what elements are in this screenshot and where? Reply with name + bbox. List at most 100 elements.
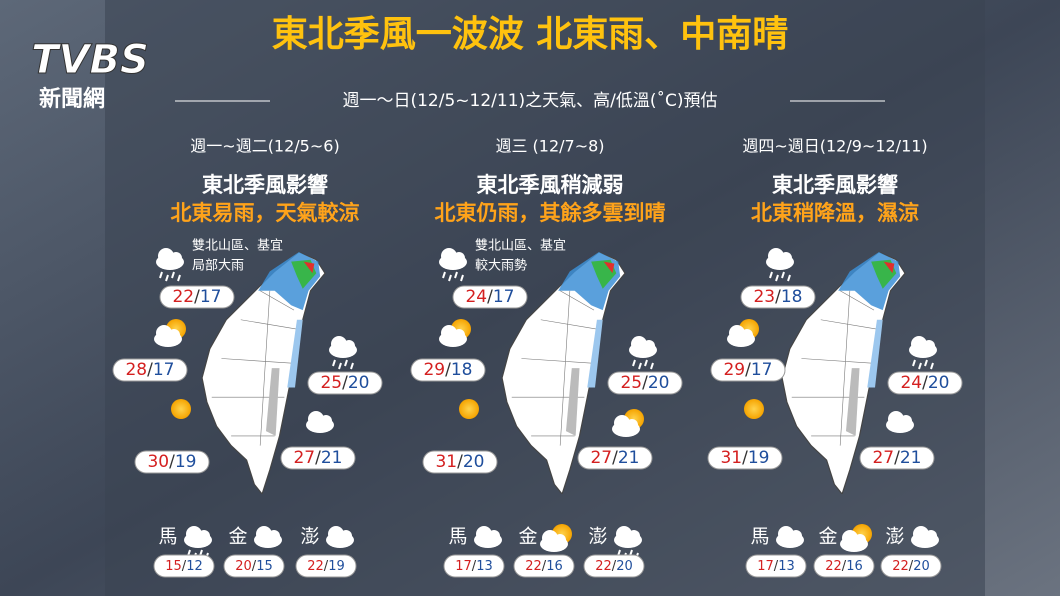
weather-icon xyxy=(154,319,186,347)
temp-box xyxy=(153,554,215,578)
weather-icon xyxy=(744,399,764,419)
panel-heading: 東北季風稍減弱 xyxy=(477,173,624,197)
temp-high: 27 xyxy=(293,448,315,468)
temp-separator: / xyxy=(745,360,751,380)
raindrop xyxy=(638,362,642,370)
map-note: 雙北山區、基宜 xyxy=(475,239,566,254)
temp-high: 22 xyxy=(595,559,612,574)
temp-label: 22/17 xyxy=(172,287,221,307)
temp-high: 24 xyxy=(465,287,487,307)
temp-high: 27 xyxy=(590,448,612,468)
weather-icon xyxy=(629,336,657,370)
temp-separator: / xyxy=(742,448,748,468)
temp-low: 20 xyxy=(463,452,485,472)
weather-icon xyxy=(329,336,357,370)
temp-low: 20 xyxy=(928,373,950,393)
temp-label: 29/18 xyxy=(423,360,472,380)
temp-separator: / xyxy=(909,559,914,574)
temp-separator: / xyxy=(342,373,348,393)
panel-subheading: 北東易雨，天氣較涼 xyxy=(171,201,360,225)
temp-low: 20 xyxy=(648,373,670,393)
weather-icon xyxy=(156,248,184,282)
island-name: 金 xyxy=(518,526,537,548)
temp-label: 22/16 xyxy=(825,559,862,574)
sun xyxy=(744,399,764,419)
temp-box xyxy=(513,554,575,578)
temp-separator: / xyxy=(315,448,321,468)
temp-box xyxy=(112,358,188,382)
temp-box xyxy=(223,554,285,578)
temp-separator: / xyxy=(774,559,779,574)
temp-separator: / xyxy=(487,287,493,307)
raindrop xyxy=(454,271,458,279)
temp-high: 25 xyxy=(620,373,642,393)
sun xyxy=(459,399,479,419)
temp-high: 20 xyxy=(235,559,252,574)
weather-icon xyxy=(459,399,479,419)
temp-high: 30 xyxy=(147,452,169,472)
island-name: 澎 xyxy=(588,526,607,548)
temp-label: 27/21 xyxy=(590,448,639,468)
temp-separator: / xyxy=(922,373,928,393)
temp-label: 30/19 xyxy=(147,452,196,472)
temp-low: 17 xyxy=(200,287,222,307)
raindrop xyxy=(650,362,654,370)
map-note: 較大雨勢 xyxy=(475,259,527,274)
temp-box xyxy=(710,358,786,382)
temp-high: 29 xyxy=(423,360,445,380)
temp-box xyxy=(577,446,653,470)
panel-subheading: 北東仍雨，其餘多雲到晴 xyxy=(435,201,666,225)
temp-separator: / xyxy=(194,287,200,307)
raindrop xyxy=(332,359,336,367)
temp-low: 21 xyxy=(618,448,640,468)
temp-separator: / xyxy=(894,448,900,468)
temp-box xyxy=(583,554,645,578)
temp-box xyxy=(422,450,498,474)
temp-box xyxy=(280,446,356,470)
temp-high: 27 xyxy=(872,448,894,468)
temp-separator: / xyxy=(642,373,648,393)
panel-label: 週四~週日(12/9~12/11) xyxy=(742,137,927,156)
temp-label: 22/20 xyxy=(892,559,929,574)
temp-box xyxy=(443,554,505,578)
weather-icon xyxy=(840,524,872,552)
temp-label: 20/15 xyxy=(235,559,272,574)
temp-low: 18 xyxy=(781,287,803,307)
temp-low: 13 xyxy=(778,559,795,574)
temp-low: 19 xyxy=(328,559,345,574)
weather-icon xyxy=(540,524,572,552)
temp-low: 17 xyxy=(153,360,175,380)
temp-box xyxy=(887,371,963,395)
raindrop xyxy=(781,271,785,279)
raindrop xyxy=(448,274,452,282)
temp-high: 22 xyxy=(307,559,324,574)
island-name: 馬 xyxy=(750,526,769,548)
temp-high: 23 xyxy=(753,287,775,307)
temp-low: 20 xyxy=(348,373,370,393)
raindrop xyxy=(787,274,791,282)
island-name: 澎 xyxy=(885,526,904,548)
title: 東北季風一波波 北東雨、中南晴 xyxy=(272,14,789,55)
subtitle: 週一～日(12/5~12/11)之天氣、高/低溫(˚C)預估 xyxy=(342,90,717,111)
raindrop xyxy=(918,362,922,370)
temp-high: 17 xyxy=(455,559,472,574)
weather-icon xyxy=(766,248,794,282)
temp-label: 22/20 xyxy=(595,559,632,574)
temp-low: 20 xyxy=(616,559,633,574)
temp-high: 22 xyxy=(825,559,842,574)
temp-label: 22/19 xyxy=(307,559,344,574)
raindrop xyxy=(344,359,348,367)
raindrop xyxy=(460,274,464,282)
temp-separator: / xyxy=(842,559,847,574)
temp-high: 29 xyxy=(723,360,745,380)
temp-box xyxy=(134,450,210,474)
panel-heading: 東北季風影響 xyxy=(772,173,898,197)
island-name: 馬 xyxy=(158,526,177,548)
temp-low: 16 xyxy=(546,559,563,574)
island-name: 金 xyxy=(818,526,837,548)
temp-box xyxy=(707,446,783,470)
raindrop xyxy=(350,362,354,370)
temp-high: 25 xyxy=(320,373,342,393)
